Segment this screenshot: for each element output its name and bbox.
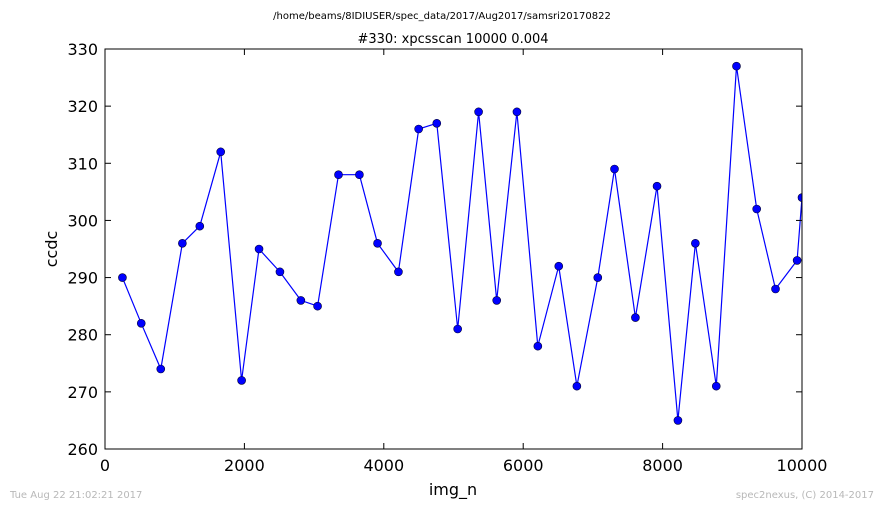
data-point: [554, 261, 564, 271]
x-axis: 0 2000 4000 6000 8000 10000: [100, 49, 828, 475]
data-point: [334, 170, 343, 180]
x-tick-label: 0: [100, 456, 110, 475]
y-axis: 260 270 280 290 300 310 320 330: [67, 40, 802, 459]
data-point: [355, 170, 364, 180]
x-tick-label: 4000: [363, 456, 404, 475]
data-point: [771, 284, 780, 294]
data-point: [631, 313, 640, 322]
series-group: [118, 61, 802, 425]
plot-frame: [104, 48, 803, 450]
y-axis-label: ccdc: [42, 231, 61, 268]
data-point: [533, 341, 543, 351]
data-point: [414, 124, 423, 134]
data-point: [593, 273, 603, 282]
data-point: [216, 147, 226, 157]
data-point: [673, 416, 683, 425]
data-point: [432, 118, 442, 128]
y-tick-label: 290: [67, 269, 98, 288]
y-tick-label: 280: [67, 326, 98, 345]
data-point: [394, 267, 403, 277]
data-point: [373, 238, 382, 248]
chart-title: #330: xpcsscan 10000 0.004: [357, 32, 548, 47]
y-tick-label: 300: [67, 211, 98, 230]
data-point: [492, 296, 502, 305]
data-point: [691, 238, 700, 248]
data-point: [178, 238, 187, 248]
y-tick-label: 320: [67, 97, 98, 116]
data-point: [610, 164, 619, 174]
data-point: [453, 324, 462, 334]
data-point: [118, 273, 127, 282]
chart-suptitle: /home/beams/8IDIUSER/spec_data/2017/Aug2…: [273, 11, 611, 22]
series-line: [121, 66, 802, 421]
x-axis-label: img_n: [429, 480, 477, 500]
data-point: [711, 381, 721, 391]
plot-area: [118, 61, 802, 425]
x-tick-label: 6000: [503, 456, 544, 475]
data-point: [296, 296, 306, 305]
data-point: [512, 107, 522, 117]
data-point: [752, 204, 761, 214]
data-point: [195, 221, 205, 231]
footer-timestamp: Tue Aug 22 21:02:21 2017: [9, 490, 142, 501]
y-tick-label: 330: [67, 40, 98, 59]
x-tick-label: 8000: [642, 456, 683, 475]
data-point: [652, 181, 662, 191]
data-point: [156, 364, 166, 374]
data-point: [797, 193, 802, 202]
x-tick-label: 2000: [224, 456, 265, 475]
data-point: [254, 244, 264, 254]
data-point: [572, 381, 582, 391]
data-point: [474, 107, 483, 117]
data-point: [237, 376, 246, 385]
data-point: [313, 301, 322, 311]
y-tick-label: 310: [67, 154, 98, 173]
y-tick-label: 260: [67, 440, 98, 459]
data-point: [275, 267, 285, 277]
data-point: [732, 61, 741, 71]
x-tick-label: 10000: [777, 456, 828, 475]
data-point: [136, 318, 146, 328]
data-point: [792, 256, 802, 265]
y-tick-label: 270: [67, 383, 98, 402]
footer-credit: spec2nexus, (C) 2014-2017: [736, 490, 874, 501]
